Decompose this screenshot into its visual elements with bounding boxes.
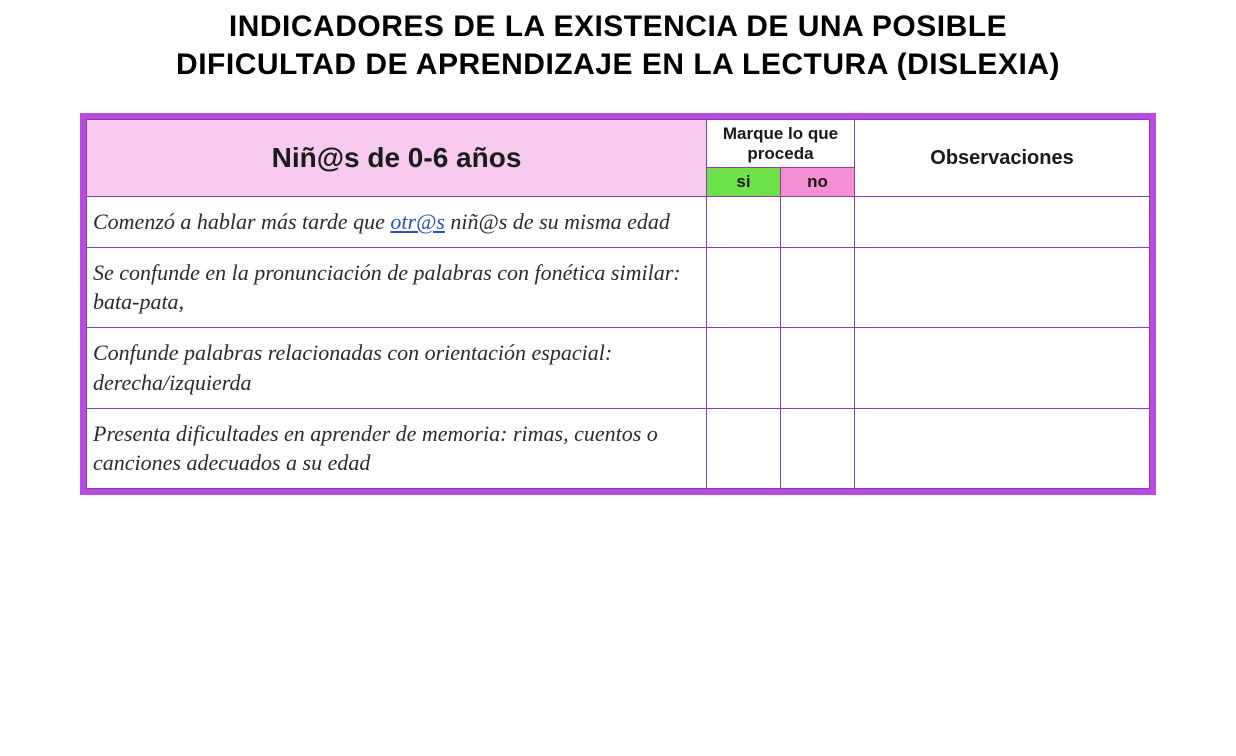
indicator-text: Comenzó a hablar más tarde que otr@s niñ… xyxy=(87,197,707,248)
text-pre: Comenzó a hablar más tarde que xyxy=(93,209,390,234)
table-row: Se confunde en la pronunciación de palab… xyxy=(87,247,1150,327)
cell-no[interactable] xyxy=(781,328,855,408)
indicators-table-frame: Niñ@s de 0-6 años Marque lo que proceda … xyxy=(80,113,1156,495)
link-word[interactable]: otr@s xyxy=(390,209,444,234)
title-line-1: INDICADORES DE LA EXISTENCIA DE UNA POSI… xyxy=(229,10,1007,43)
text-pre: Se confunde en la pronunciación de palab… xyxy=(93,260,681,315)
text-pre: Confunde palabras relacionadas con orien… xyxy=(93,340,612,395)
indicator-text: Presenta dificultades en aprender de mem… xyxy=(87,408,707,488)
header-age-group: Niñ@s de 0-6 años xyxy=(87,120,707,197)
cell-si[interactable] xyxy=(707,197,781,248)
indicator-text: Se confunde en la pronunciación de palab… xyxy=(87,247,707,327)
table-row: Comenzó a hablar más tarde que otr@s niñ… xyxy=(87,197,1150,248)
cell-observaciones[interactable] xyxy=(855,197,1150,248)
cell-si[interactable] xyxy=(707,328,781,408)
title-line-2: DIFICULTAD DE APRENDIZAJE EN LA LECTURA … xyxy=(176,48,1060,81)
header-observaciones: Observaciones xyxy=(855,120,1150,197)
cell-observaciones[interactable] xyxy=(855,247,1150,327)
table-row: Confunde palabras relacionadas con orien… xyxy=(87,328,1150,408)
indicators-table: Niñ@s de 0-6 años Marque lo que proceda … xyxy=(86,119,1150,489)
table-row: Presenta dificultades en aprender de mem… xyxy=(87,408,1150,488)
table-body: Comenzó a hablar más tarde que otr@s niñ… xyxy=(87,197,1150,489)
cell-no[interactable] xyxy=(781,197,855,248)
text-pre: Presenta dificultades en aprender de mem… xyxy=(93,421,658,476)
indicator-text: Confunde palabras relacionadas con orien… xyxy=(87,328,707,408)
page-title: INDICADORES DE LA EXISTENCIA DE UNA POSI… xyxy=(40,8,1196,83)
text-post: niñ@s de su misma edad xyxy=(445,209,670,234)
cell-no[interactable] xyxy=(781,408,855,488)
cell-si[interactable] xyxy=(707,408,781,488)
cell-si[interactable] xyxy=(707,247,781,327)
cell-observaciones[interactable] xyxy=(855,408,1150,488)
page: INDICADORES DE LA EXISTENCIA DE UNA POSI… xyxy=(0,0,1236,495)
header-mark-instructions: Marque lo que proceda xyxy=(707,120,855,168)
cell-no[interactable] xyxy=(781,247,855,327)
header-no: no xyxy=(781,168,855,197)
header-si: si xyxy=(707,168,781,197)
table-header: Niñ@s de 0-6 años Marque lo que proceda … xyxy=(87,120,1150,197)
cell-observaciones[interactable] xyxy=(855,328,1150,408)
